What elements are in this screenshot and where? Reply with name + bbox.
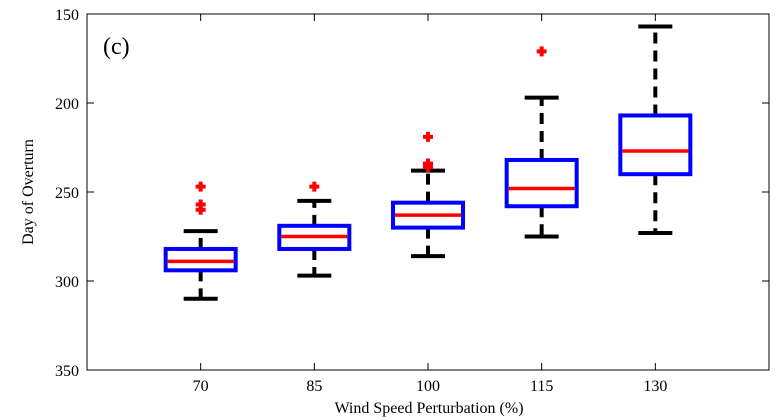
outlier-marker [195,204,206,215]
x-tick-label: 100 [416,378,440,395]
box-iqr [163,246,238,273]
box-iqr [504,157,579,209]
y-tick-label: 200 [55,96,79,113]
y-tick-label: 250 [55,185,79,202]
outlier-marker [309,181,320,192]
outlier-marker [195,181,206,192]
y-tick-label: 350 [55,363,79,380]
outlier-marker [423,131,433,142]
x-tick-label: 70 [193,378,209,395]
x-tick-label: 130 [643,378,667,395]
x-tick-label: 85 [306,378,322,395]
outlier-marker [536,46,547,57]
box-iqr [618,113,693,177]
panel-label: (c) [103,34,130,60]
x-axis-title: Wind Speed Perturbation (%) [334,400,523,417]
y-axis-title: Day of Overturn [20,139,37,245]
outlier-marker [423,162,433,173]
plot-area: 150 200 250 300 350 70 85 100 115 130 [55,7,770,395]
y-tick-label: 150 [55,7,79,24]
y-tick-label: 300 [55,274,79,291]
x-tick-label: 115 [530,378,553,395]
